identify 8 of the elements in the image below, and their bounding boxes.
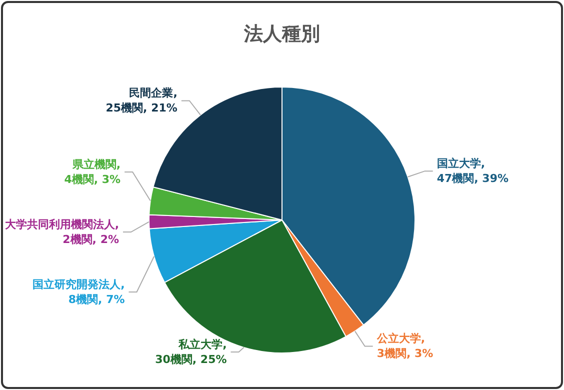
slice-label: 民間企業, 25機関, 21%: [106, 86, 178, 115]
slice-label: 私立大学, 30機関, 25%: [155, 338, 227, 366]
slice-label: 県立機関, 4機関, 3%: [64, 158, 121, 186]
slice-label: 公立大学, 3機関, 3%: [376, 332, 434, 360]
slice-label: 国立大学, 47機関, 39%: [436, 157, 509, 186]
slice-label: 国立研究開発法人, 8機関, 7%: [32, 278, 125, 306]
slice-label: 大学共同利用機関法人, 2機関, 2%: [4, 218, 120, 246]
chart-title: 法人種別: [243, 23, 320, 45]
